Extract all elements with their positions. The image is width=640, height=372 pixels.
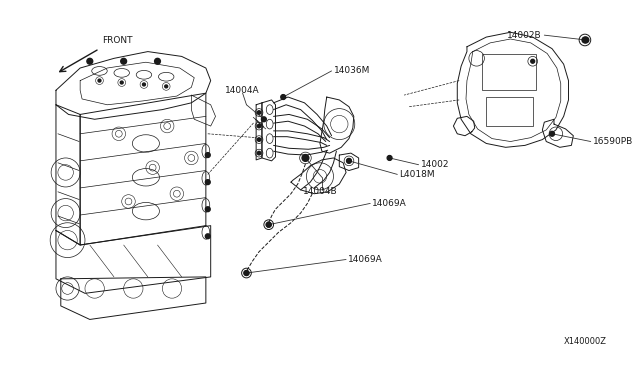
Circle shape bbox=[262, 117, 266, 122]
Circle shape bbox=[302, 155, 309, 161]
Circle shape bbox=[281, 94, 285, 99]
Circle shape bbox=[121, 58, 127, 64]
Text: 14004A: 14004A bbox=[225, 86, 260, 95]
Bar bbox=[486, 97, 532, 126]
Circle shape bbox=[164, 85, 168, 88]
Circle shape bbox=[143, 83, 145, 86]
Circle shape bbox=[244, 270, 249, 275]
Circle shape bbox=[582, 37, 588, 43]
Circle shape bbox=[120, 81, 123, 84]
Circle shape bbox=[550, 131, 554, 136]
Circle shape bbox=[257, 151, 260, 155]
Circle shape bbox=[205, 153, 210, 157]
Circle shape bbox=[387, 155, 392, 160]
Circle shape bbox=[583, 37, 589, 43]
Text: FRONT: FRONT bbox=[102, 36, 133, 45]
Text: L4018M: L4018M bbox=[399, 170, 435, 179]
Text: 14002: 14002 bbox=[420, 160, 449, 169]
Circle shape bbox=[266, 222, 271, 227]
Circle shape bbox=[257, 111, 260, 114]
Text: 14002B: 14002B bbox=[507, 31, 541, 40]
Text: 16590PB: 16590PB bbox=[593, 137, 633, 146]
Circle shape bbox=[205, 207, 210, 212]
Circle shape bbox=[257, 124, 260, 128]
Circle shape bbox=[205, 180, 210, 185]
Circle shape bbox=[155, 58, 161, 64]
Circle shape bbox=[347, 159, 351, 163]
Circle shape bbox=[87, 58, 93, 64]
Circle shape bbox=[98, 79, 101, 82]
Bar bbox=[483, 54, 536, 90]
Text: 14069A: 14069A bbox=[348, 255, 383, 264]
Circle shape bbox=[303, 155, 308, 160]
Circle shape bbox=[205, 234, 210, 239]
Circle shape bbox=[266, 222, 271, 227]
Circle shape bbox=[257, 138, 260, 141]
Text: 14036M: 14036M bbox=[333, 67, 370, 76]
Text: 14069A: 14069A bbox=[372, 199, 407, 208]
Text: 14004B: 14004B bbox=[303, 187, 337, 196]
Text: X140000Z: X140000Z bbox=[564, 337, 607, 346]
Circle shape bbox=[531, 59, 534, 63]
Circle shape bbox=[244, 270, 249, 275]
Circle shape bbox=[346, 158, 351, 163]
